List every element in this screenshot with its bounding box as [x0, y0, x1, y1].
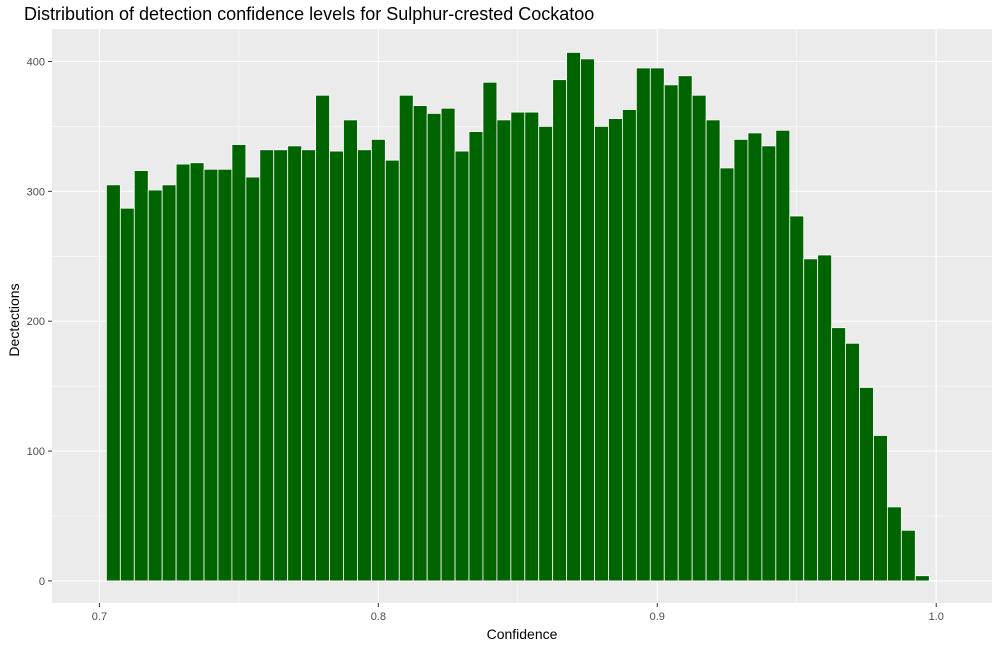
histogram-bar	[119, 207, 135, 582]
histogram-bar	[343, 119, 358, 582]
histogram-bar	[719, 167, 735, 582]
histogram-bar	[329, 150, 344, 582]
histogram-bar	[873, 435, 888, 582]
x-tick-label: 0.7	[92, 611, 107, 623]
histogram-bar	[789, 215, 805, 582]
histogram-bar	[245, 176, 261, 582]
x-tick-label: 0.8	[371, 611, 386, 623]
histogram-bar	[524, 111, 540, 582]
histogram-bar	[203, 168, 219, 582]
x-axis-label: Confidence	[486, 626, 558, 642]
x-tick-label: 0.9	[650, 611, 665, 623]
chart-title: Distribution of detection confidence lev…	[24, 4, 595, 24]
histogram-bar	[147, 189, 163, 582]
histogram-bar	[259, 149, 275, 582]
histogram-bar	[301, 149, 316, 582]
histogram-bar	[747, 132, 763, 582]
histogram-bar	[440, 107, 456, 582]
histogram-bar	[231, 144, 247, 582]
histogram-bar	[412, 105, 428, 582]
histogram-bar	[775, 129, 791, 582]
histogram-bar	[482, 81, 498, 582]
histogram-bar	[733, 138, 749, 582]
histogram-bar	[859, 387, 874, 582]
histogram-bar	[287, 145, 303, 582]
histogram-bar	[845, 342, 860, 582]
histogram-bar	[105, 184, 121, 582]
histogram-bar	[398, 94, 414, 582]
histogram-bar	[622, 109, 637, 582]
histogram-bar	[133, 170, 149, 582]
histogram-bar	[496, 119, 512, 582]
histogram-bar	[454, 150, 470, 582]
x-tick-label: 1.0	[929, 611, 944, 623]
histogram-bar	[566, 51, 581, 582]
histogram-bar	[370, 138, 386, 582]
histogram-bar	[315, 94, 330, 582]
histogram-bar	[663, 84, 679, 582]
y-tick-label: 100	[27, 446, 45, 458]
histogram-bar	[635, 67, 651, 582]
histogram-bar	[357, 149, 372, 582]
histogram-bar	[384, 159, 400, 582]
y-tick-label: 400	[27, 56, 45, 68]
histogram-bar	[594, 125, 609, 582]
histogram-bar	[900, 529, 916, 582]
histogram-bar	[510, 111, 526, 582]
histogram-bar	[761, 145, 777, 582]
histogram-bar	[189, 162, 205, 582]
y-tick-label: 0	[39, 576, 45, 588]
histogram-bar	[580, 58, 595, 582]
histogram-bar	[426, 113, 442, 582]
histogram-bar	[273, 149, 289, 582]
histogram-bar	[161, 184, 177, 582]
histogram-bar	[552, 79, 568, 582]
histogram-bar	[817, 254, 833, 582]
y-tick-label: 300	[27, 186, 45, 198]
y-tick-label: 200	[27, 316, 45, 328]
histogram-bar	[175, 163, 191, 582]
histogram-bar	[677, 75, 693, 582]
histogram-bar	[691, 94, 707, 582]
histogram-bar	[887, 506, 902, 582]
histogram-bar	[831, 327, 846, 582]
histogram-bar	[914, 575, 930, 582]
histogram-bar	[803, 258, 819, 582]
histogram-bar	[538, 125, 554, 582]
histogram-bar	[705, 119, 721, 582]
histogram-bar	[608, 118, 623, 582]
histogram-bar	[649, 67, 665, 582]
histogram-bar	[217, 168, 233, 582]
histogram-bar	[468, 131, 484, 582]
